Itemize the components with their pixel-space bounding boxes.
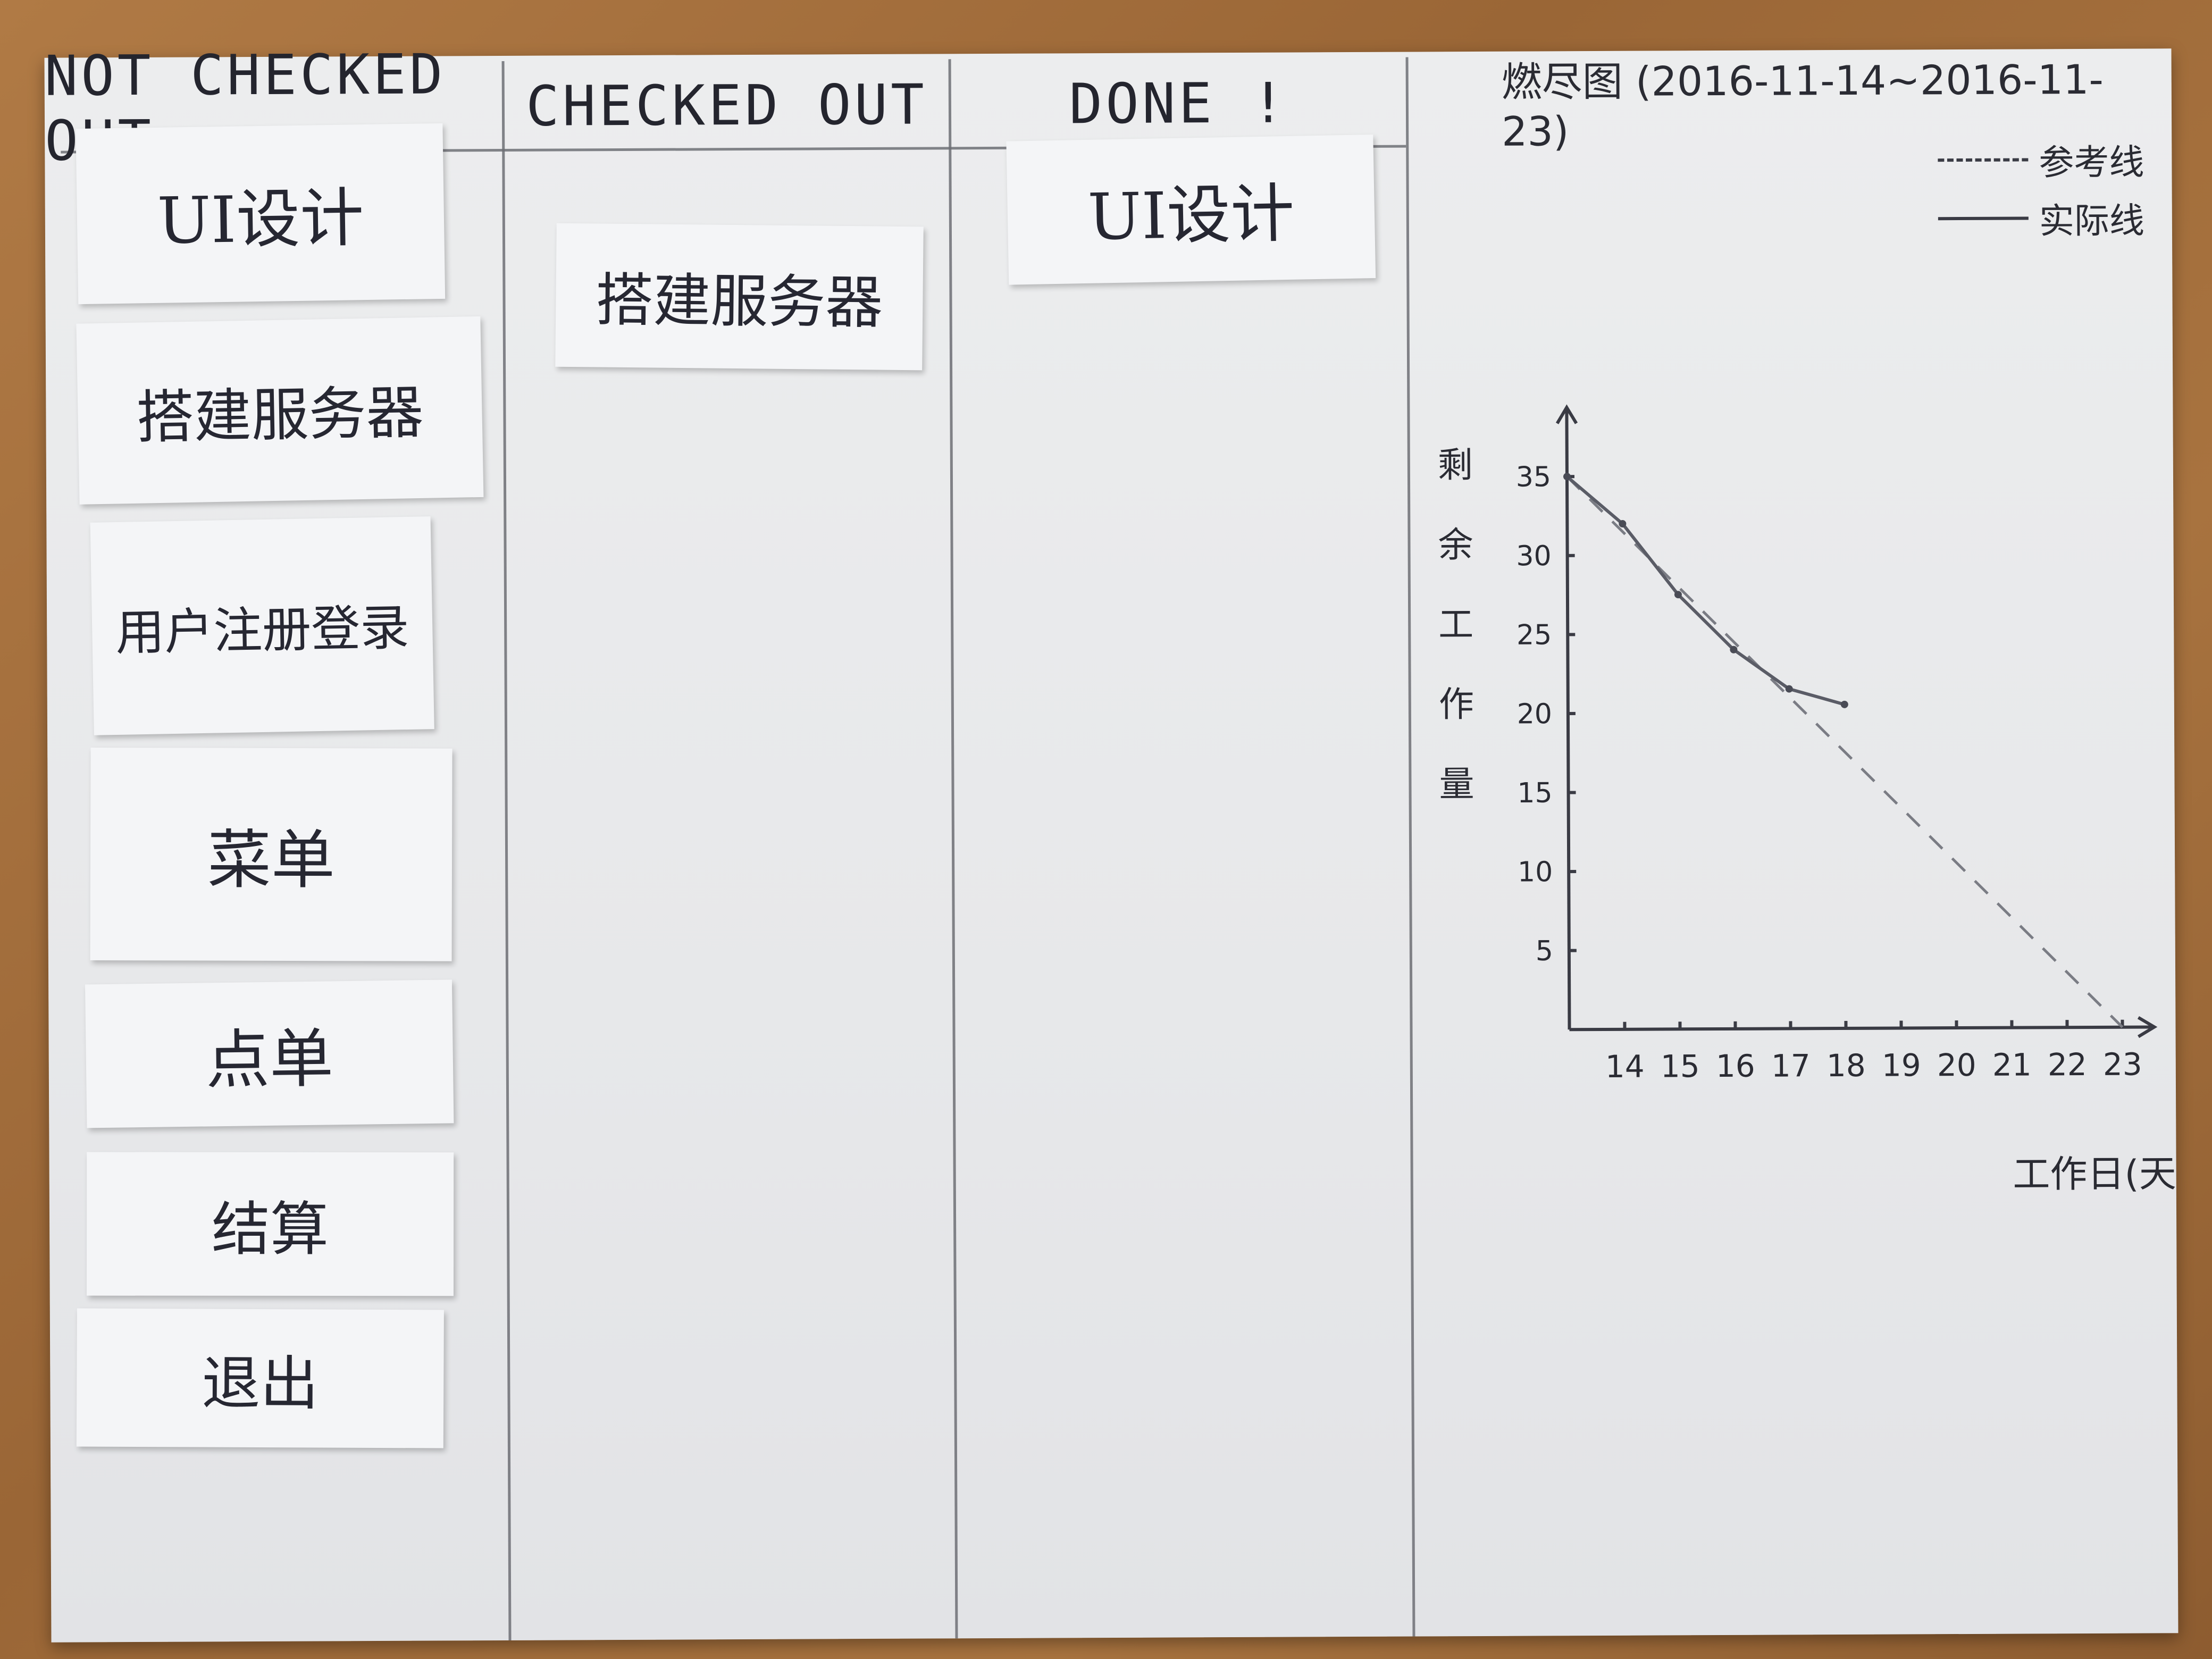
x-tick-label: 23: [2103, 1046, 2142, 1083]
legend-swatch-dashed: [1938, 158, 2029, 162]
task-card-menu[interactable]: 菜单: [90, 748, 453, 961]
task-card-checkout[interactable]: 结算: [86, 1152, 454, 1296]
y-axis-arrow: [1555, 404, 1578, 424]
legend-reference: 参考线: [1938, 134, 2144, 186]
y-tick-label: 35: [1516, 461, 1551, 493]
x-tick-label: 16: [1716, 1048, 1755, 1084]
x-axis: [1569, 1025, 2155, 1032]
column-header-done: DONE !: [1069, 70, 1288, 137]
legend-label-actual: 实际线: [2039, 200, 2145, 242]
x-tick-label: 15: [1661, 1048, 1700, 1084]
y-axis-label-char: 工: [1438, 604, 1473, 645]
y-axis-label-char: 作: [1439, 684, 1474, 725]
burndown-chart: 14 15 16 17 18 19 20 21 22 23 5 10 15 20 25 30 35 剩余工作量工作…: [1438, 404, 2176, 1196]
task-card-order[interactable]: 点单: [85, 979, 454, 1128]
y-axis: [1565, 407, 1571, 1030]
actual-line: [1566, 475, 1845, 706]
y-tick-label: 15: [1517, 777, 1552, 809]
x-axis-label: 工作日(天): [2013, 1152, 2176, 1196]
column-divider: [948, 59, 958, 1639]
y-tick-label: 20: [1517, 698, 1552, 730]
y-tick-label: 5: [1536, 935, 1553, 967]
x-tick-label: 19: [1882, 1047, 1921, 1083]
y-tick-label: 25: [1516, 619, 1552, 651]
x-tick-label: 14: [1605, 1049, 1645, 1085]
x-tick-label: 18: [1826, 1048, 1866, 1084]
kanban-paper: NOT CHECKED OUT CHECKED OUT DONE ! UI设计 …: [44, 41, 2179, 1643]
x-axis-arrow: [2137, 1016, 2158, 1038]
y-tick-label: 30: [1516, 540, 1551, 572]
legend-actual: 实际线: [1938, 192, 2144, 245]
task-card-user-register-login[interactable]: 用户注册登录: [90, 516, 434, 735]
x-tick-label: 22: [2048, 1046, 2087, 1083]
y-axis-label-char: 剩: [1438, 445, 1473, 485]
column-header-checked-out: CHECKED OUT: [525, 72, 928, 139]
chart-title: 燃尽图 (2016-11-14~2016-11-23): [1501, 55, 2104, 155]
actual-point: [1563, 473, 1571, 481]
actual-point: [1785, 685, 1793, 693]
x-tick-label: 20: [1937, 1047, 1976, 1083]
column-divider: [501, 61, 512, 1640]
y-axis-label-char: 量: [1439, 764, 1474, 805]
actual-point: [1674, 591, 1682, 599]
reference-line: [1566, 475, 2124, 1028]
task-card-setup-server[interactable]: 搭建服务器: [76, 316, 484, 505]
actual-point: [1619, 520, 1627, 527]
task-card-ui-design-done[interactable]: UI设计: [1006, 135, 1376, 285]
actual-point: [1730, 646, 1738, 653]
y-axis-label-char: 余: [1438, 524, 1473, 565]
actual-point: [1840, 700, 1848, 708]
column-divider: [1405, 57, 1415, 1637]
y-tick-label: 10: [1518, 856, 1553, 888]
legend-swatch-solid: [1938, 216, 2029, 221]
x-tick-label: 21: [1992, 1046, 2032, 1083]
x-tick-label: 17: [1771, 1048, 1811, 1084]
task-card-logout[interactable]: 退出: [76, 1308, 444, 1448]
task-card-ui-design[interactable]: UI设计: [76, 123, 446, 305]
legend-label-reference: 参考线: [2039, 141, 2144, 183]
task-card-setup-server-in-progress[interactable]: 搭建服务器: [555, 223, 924, 371]
